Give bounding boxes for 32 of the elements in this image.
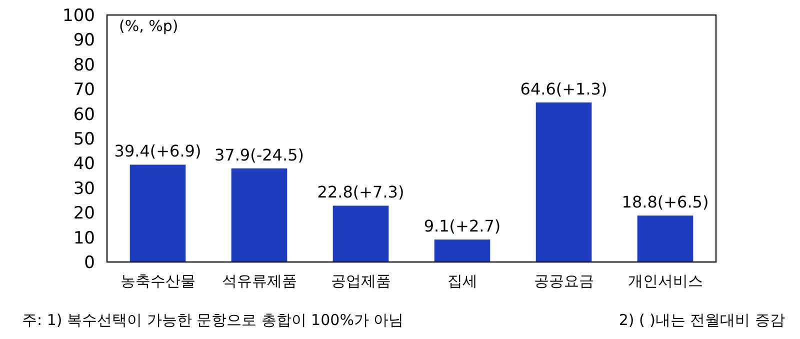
bar xyxy=(332,206,389,262)
y-axis-title: (%, %p) xyxy=(119,17,178,35)
y-tick-label: 90 xyxy=(73,30,95,51)
text: 주: 1) 복수선택이 가능한 문항으로 총합이 100%가 아님 xyxy=(22,311,404,329)
data-label: 18.8(+6.5) xyxy=(622,192,709,212)
y-tick-label: 20 xyxy=(73,204,95,224)
y-tick-label: 60 xyxy=(73,104,95,125)
bar xyxy=(637,216,694,262)
data-label: 64.6(+1.3) xyxy=(520,79,608,98)
data-label: 39.4(+6.9) xyxy=(114,142,202,161)
bar xyxy=(434,240,490,262)
data-label: 22.8(+7.3) xyxy=(317,182,404,202)
y-tick-label: 70 xyxy=(73,80,95,100)
y-tick-label: 100 xyxy=(62,6,95,26)
bar xyxy=(130,164,186,262)
x-tick-label: 집세 xyxy=(447,272,478,290)
x-tick-label: 공공요금 xyxy=(534,272,594,290)
text: 2) ( )내는 전월대비 증감 xyxy=(618,311,785,329)
x-tick-label: 농축수산물 xyxy=(120,272,196,290)
y-tick-label: 80 xyxy=(73,55,95,76)
y-tick-label: 50 xyxy=(73,130,95,150)
y-tick-label: 40 xyxy=(73,154,95,174)
data-label: 37.9(-24.5) xyxy=(214,145,304,164)
bar xyxy=(536,102,592,262)
y-tick-label: 0 xyxy=(84,253,95,273)
x-tick-label: 개인서비스 xyxy=(628,272,703,290)
y-tick-label: 10 xyxy=(73,228,95,248)
x-tick-label: 석유류제품 xyxy=(222,272,297,290)
bar xyxy=(231,168,288,262)
y-tick-label: 30 xyxy=(73,178,95,199)
data-label: 9.1(+2.7) xyxy=(424,216,501,236)
x-tick-label: 공업제품 xyxy=(330,272,391,290)
